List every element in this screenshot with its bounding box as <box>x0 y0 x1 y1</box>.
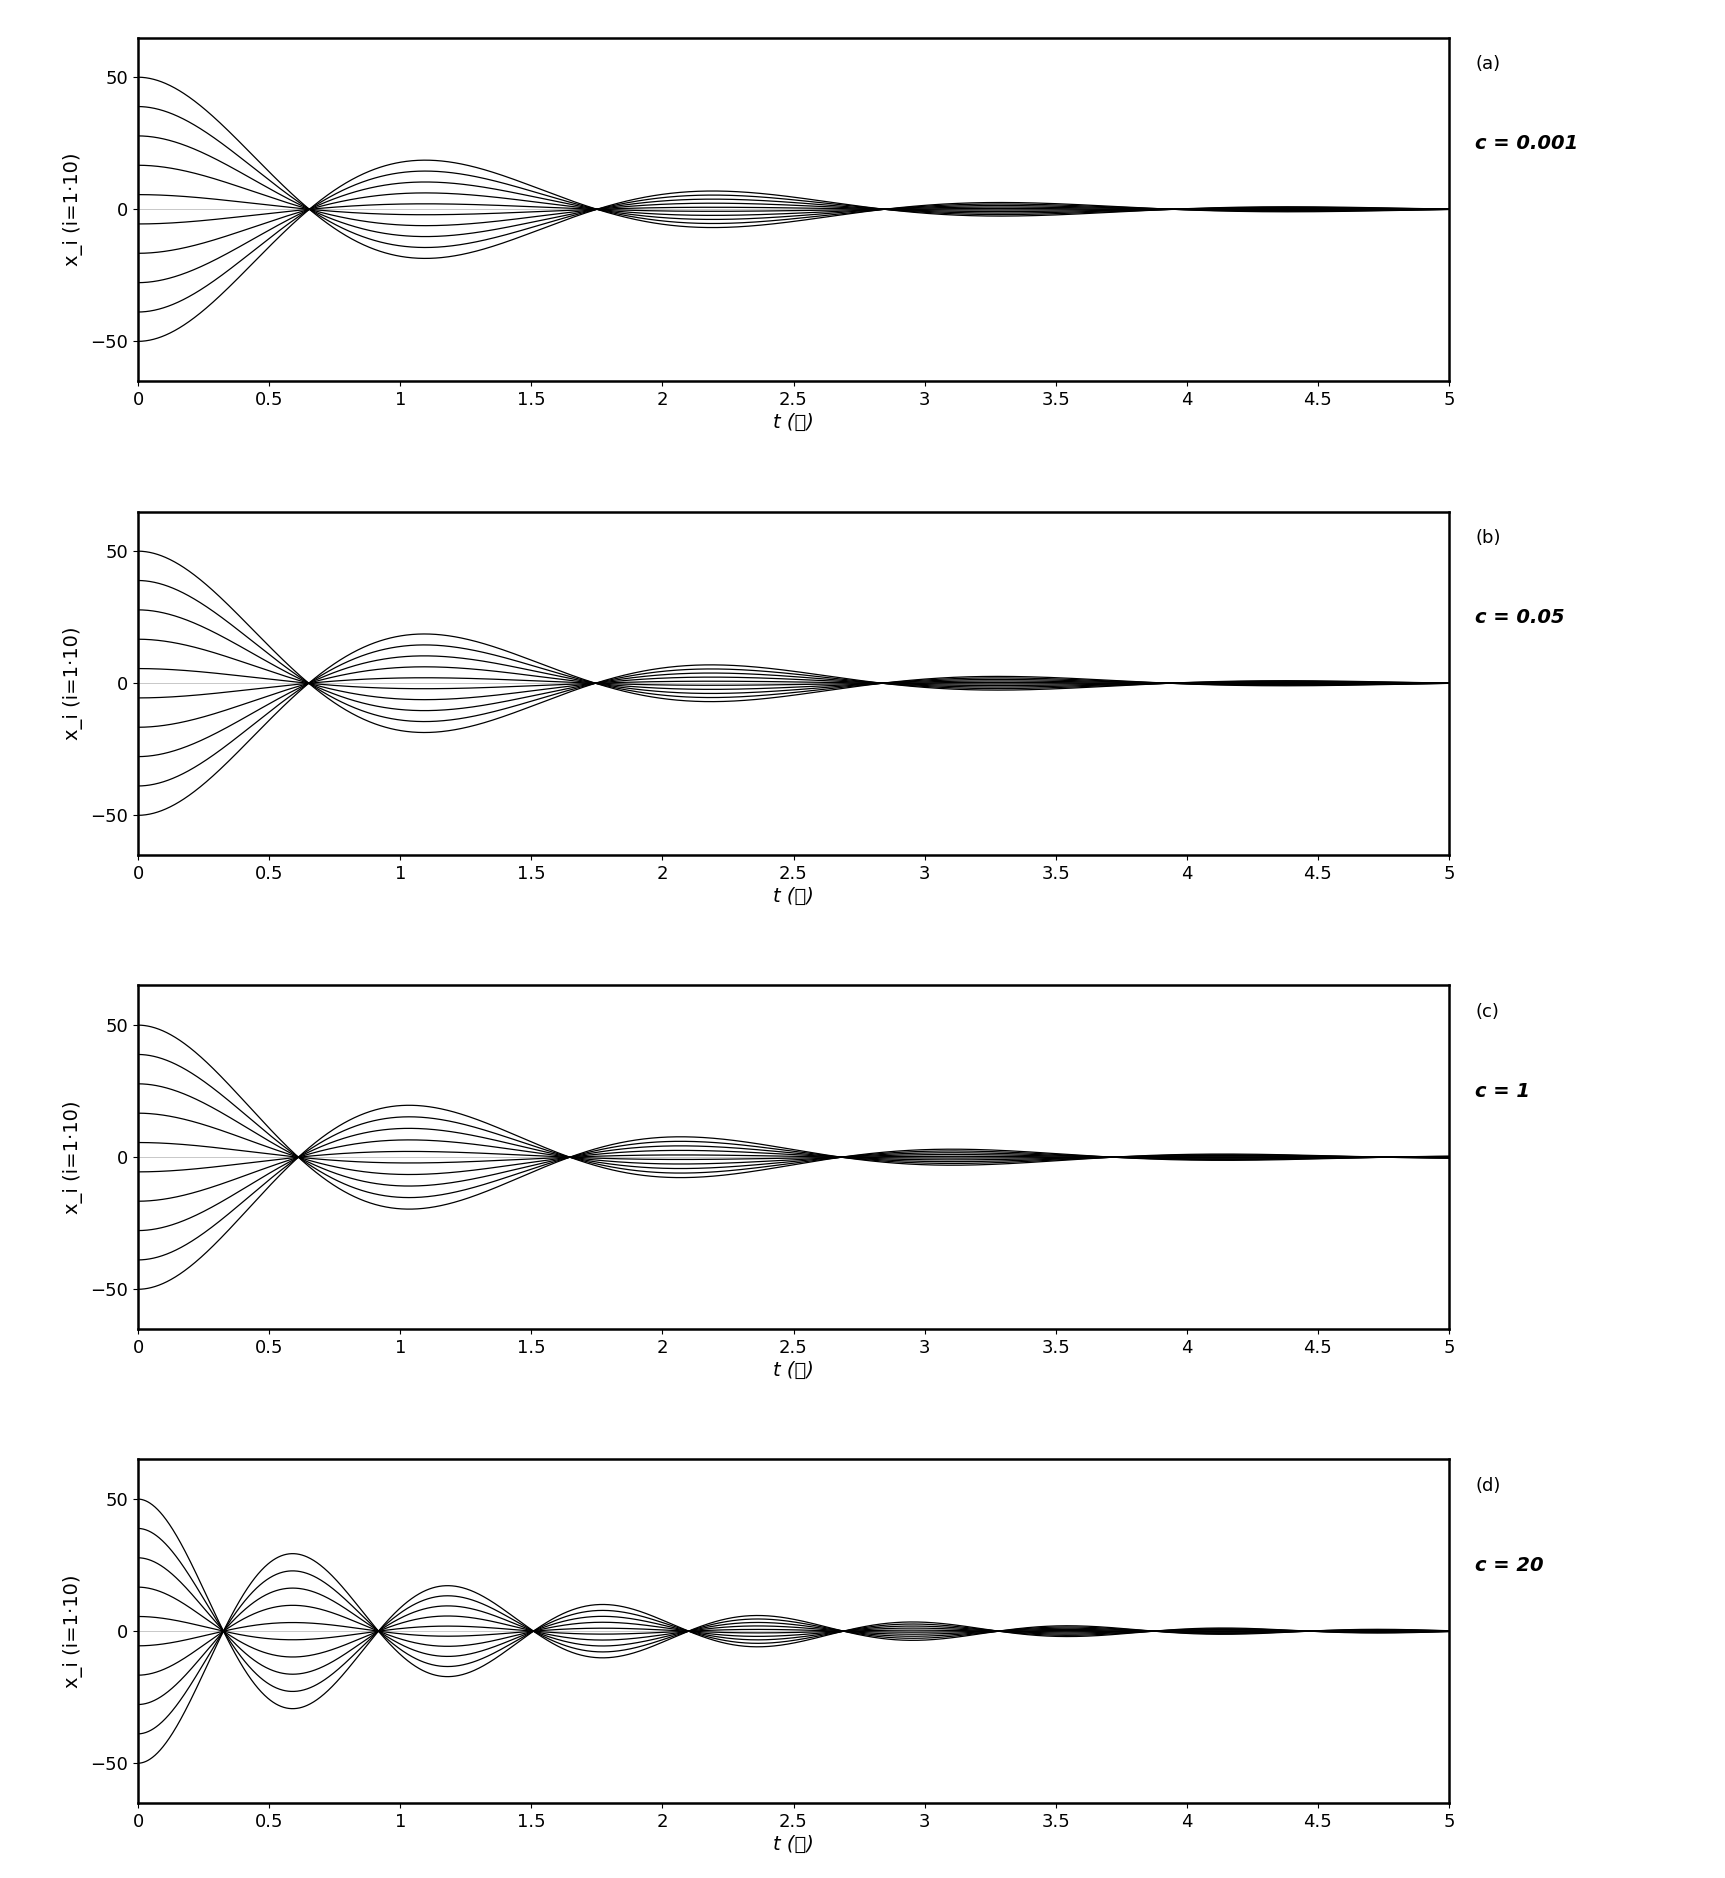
Y-axis label: x_i (i=1·10): x_i (i=1·10) <box>64 152 83 267</box>
Text: (c): (c) <box>1475 1003 1499 1020</box>
Y-axis label: x_i (i=1·10): x_i (i=1·10) <box>64 1101 83 1213</box>
Y-axis label: x_i (i=1·10): x_i (i=1·10) <box>64 627 83 740</box>
X-axis label: t (秒): t (秒) <box>773 1835 814 1854</box>
Text: (d): (d) <box>1475 1476 1501 1495</box>
X-axis label: t (秒): t (秒) <box>773 1362 814 1380</box>
Text: (a): (a) <box>1475 54 1501 73</box>
Y-axis label: x_i (i=1·10): x_i (i=1·10) <box>64 1574 83 1688</box>
X-axis label: t (秒): t (秒) <box>773 886 814 905</box>
X-axis label: t (秒): t (秒) <box>773 413 814 432</box>
Text: (b): (b) <box>1475 530 1501 546</box>
Text: c = 20: c = 20 <box>1475 1555 1544 1574</box>
Text: c = 0.05: c = 0.05 <box>1475 608 1565 627</box>
Text: c = 0.001: c = 0.001 <box>1475 133 1578 152</box>
Text: c = 1: c = 1 <box>1475 1082 1530 1101</box>
